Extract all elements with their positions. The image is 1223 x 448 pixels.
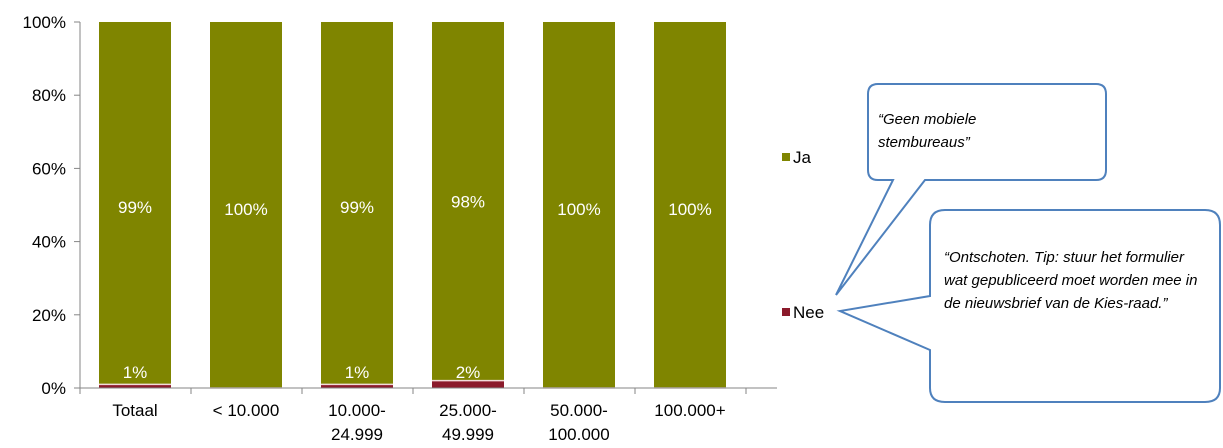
bar-data-label: 99% bbox=[340, 198, 374, 217]
legend-swatch-ja bbox=[782, 153, 790, 161]
bars: 1% 99% 100% 1% 99% 2% 98% 100% 100% bbox=[99, 22, 726, 389]
y-tick-label: 80% bbox=[32, 86, 66, 105]
bar-data-label: 1% bbox=[345, 363, 370, 382]
legend: Ja Nee bbox=[782, 148, 824, 322]
y-tick-label: 0% bbox=[41, 379, 66, 398]
legend-label-nee: Nee bbox=[793, 303, 824, 322]
x-category-label: 25.000-49.999 bbox=[439, 401, 497, 444]
x-axis: Totaal < 10.000 10.000-24.999 25.000-49.999… bbox=[79, 387, 777, 444]
bar-data-label: 100% bbox=[668, 200, 711, 219]
x-category-label: Totaal bbox=[112, 401, 157, 420]
bar-data-label: 1% bbox=[123, 363, 148, 382]
y-tick-label: 60% bbox=[32, 159, 66, 178]
callout-bubble-1 bbox=[835, 83, 1107, 296]
bar-segment-nee bbox=[432, 380, 504, 388]
x-category-label: 100.000+ bbox=[654, 401, 725, 420]
bar-segment-ja bbox=[99, 22, 171, 385]
y-axis: 0% 20% 40% 60% 80% 100% bbox=[23, 13, 81, 398]
bar-segment-ja bbox=[543, 22, 615, 388]
x-category-label: < 10.000 bbox=[213, 401, 280, 420]
bar-segment-nee bbox=[99, 384, 171, 388]
legend-swatch-nee bbox=[782, 308, 790, 316]
callout-text-1: “Geen mobiele stembureaus” bbox=[878, 111, 977, 151]
callout-text-2: “Ontschoten. Tip: stuur het formulier wa… bbox=[944, 249, 1198, 312]
bar-data-label: 98% bbox=[451, 192, 485, 211]
y-tick-label: 100% bbox=[23, 13, 66, 32]
bar-segment-ja bbox=[321, 22, 393, 385]
bar-segment-ja bbox=[654, 22, 726, 388]
y-tick-label: 40% bbox=[32, 233, 66, 252]
x-category-label: 50.000-100.000 bbox=[548, 401, 609, 444]
bar-data-label: 100% bbox=[224, 200, 267, 219]
x-category-label: 10.000-24.999 bbox=[328, 401, 386, 444]
bar-segment-ja bbox=[210, 22, 282, 388]
bar-segment-ja bbox=[432, 22, 504, 381]
bar-data-label: 2% bbox=[456, 363, 481, 382]
callout-shapes bbox=[835, 83, 1221, 403]
bar-segment-nee bbox=[321, 384, 393, 388]
callout-bubble-2 bbox=[836, 209, 1221, 403]
legend-label-ja: Ja bbox=[793, 148, 812, 167]
y-tick-label: 20% bbox=[32, 306, 66, 325]
bar-data-label: 100% bbox=[557, 200, 600, 219]
bar-data-label: 99% bbox=[118, 198, 152, 217]
